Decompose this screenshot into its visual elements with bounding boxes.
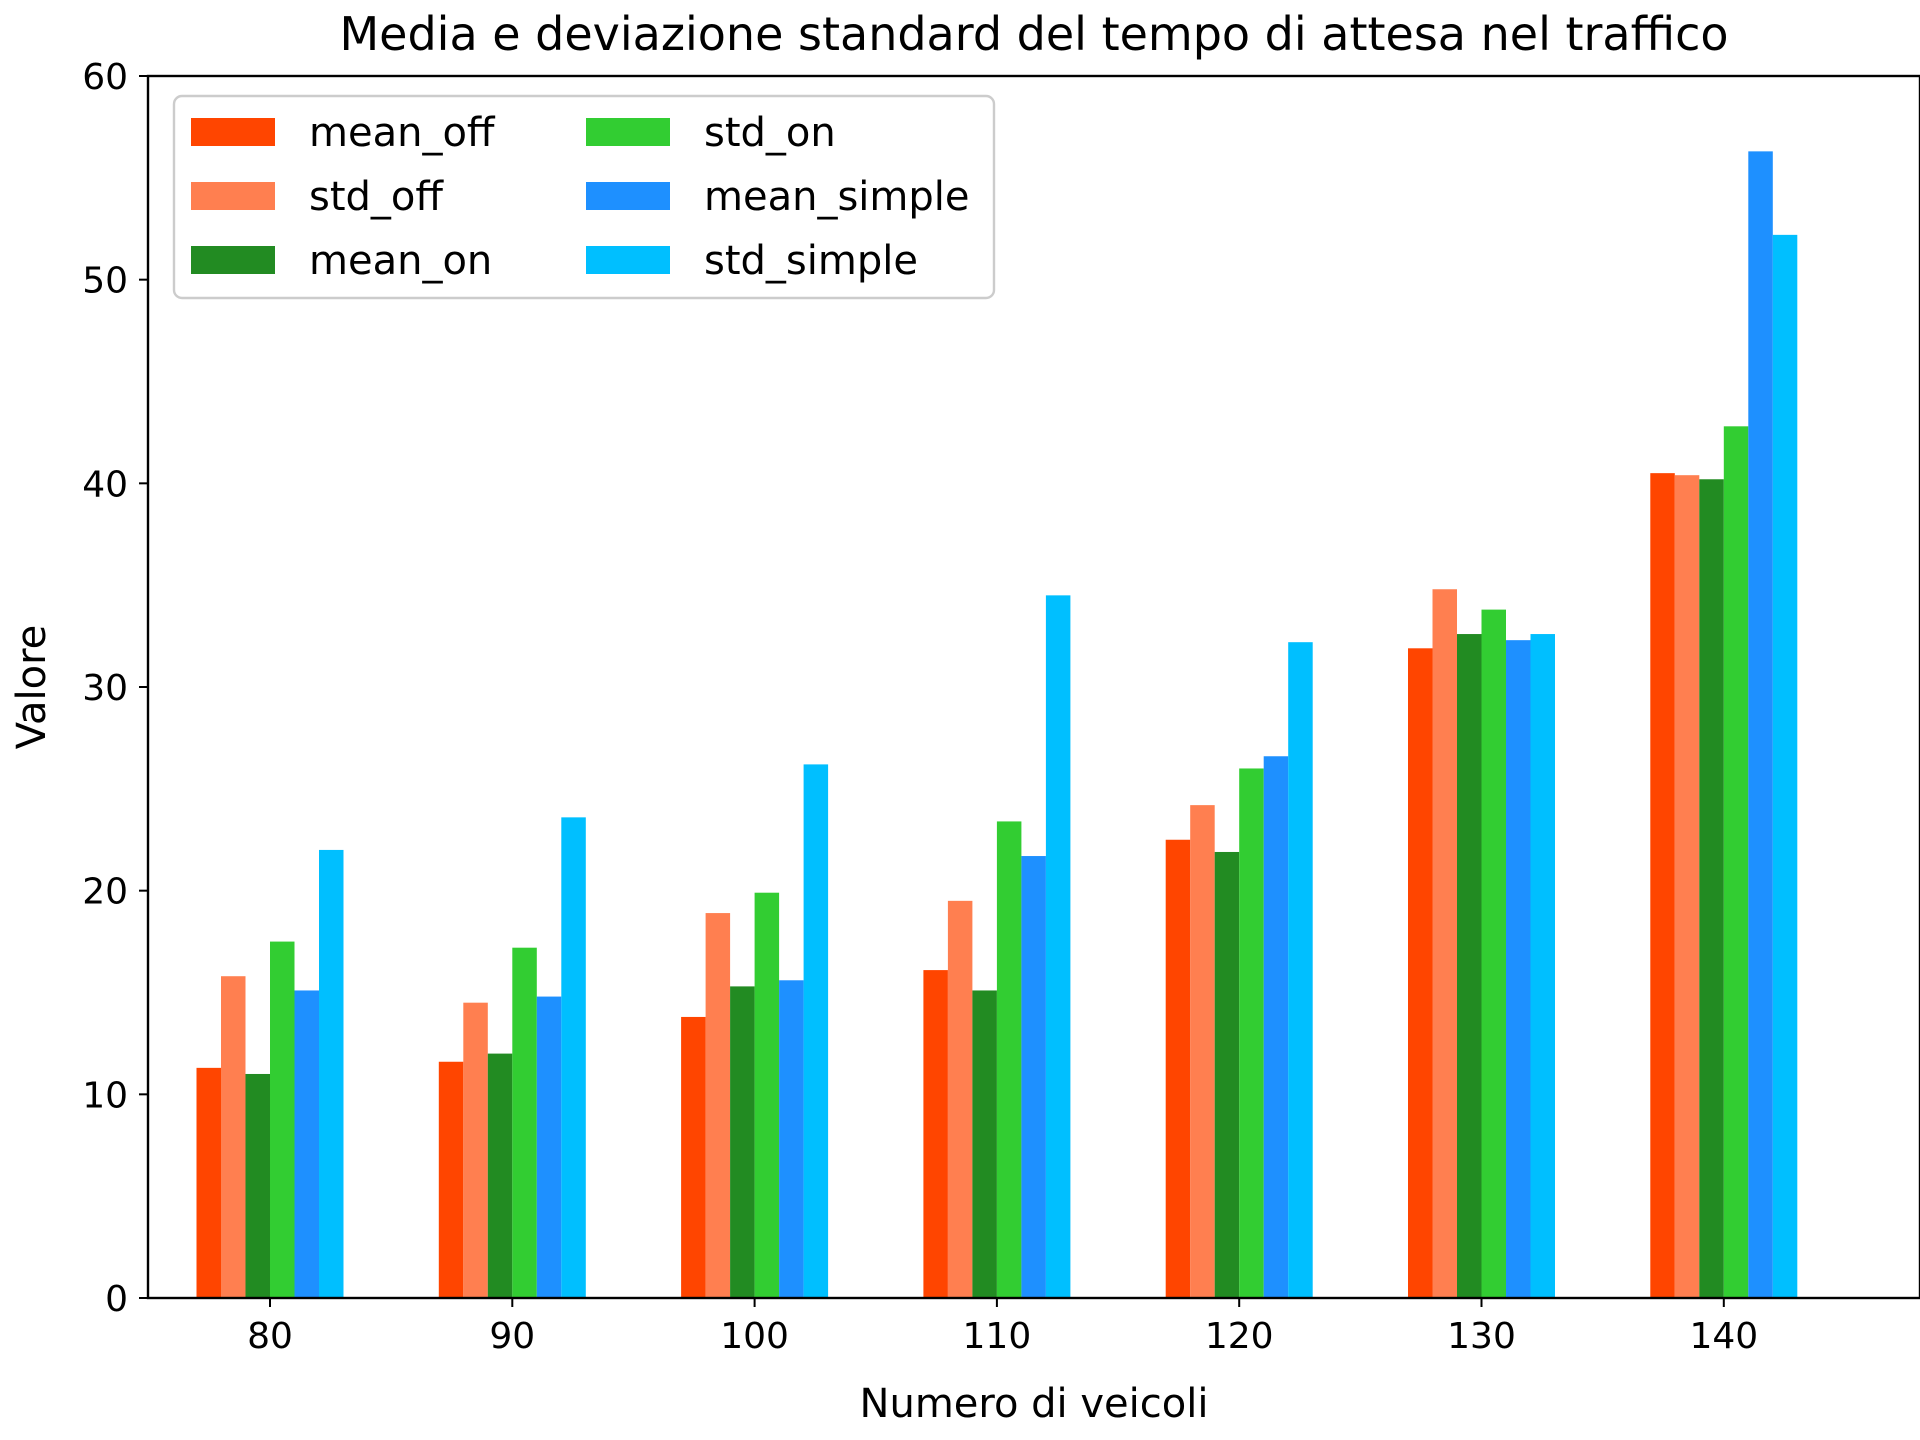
bar-std_off-120	[1190, 805, 1215, 1298]
bar-mean_off-110	[923, 970, 948, 1298]
bar-mean_off-130	[1408, 648, 1433, 1298]
bar-mean_on-110	[972, 990, 997, 1298]
x-tick-label: 110	[963, 1316, 1032, 1357]
bar-mean_simple-130	[1506, 640, 1531, 1298]
bar-std_off-90	[463, 1002, 488, 1298]
legend-swatch-std_on	[586, 118, 670, 146]
legend-swatch-mean_off	[191, 118, 275, 146]
x-tick-label: 120	[1205, 1316, 1274, 1357]
y-tick-label: 0	[105, 1279, 128, 1320]
bar-std_simple-110	[1045, 595, 1071, 1298]
x-tick-label: 80	[247, 1316, 293, 1357]
bar-mean_off-90	[438, 1061, 464, 1298]
bar-std_simple-130	[1530, 634, 1555, 1298]
bar-std_simple-120	[1288, 642, 1313, 1298]
bar-mean_simple-110	[1021, 856, 1046, 1298]
x-tick-label: 90	[489, 1316, 535, 1357]
x-tick-label: 130	[1447, 1316, 1516, 1357]
bar-std_on-110	[996, 821, 1022, 1298]
bar-std_on-90	[512, 947, 537, 1298]
x-tick-label: 140	[1689, 1316, 1758, 1357]
bar-mean_simple-100	[779, 980, 804, 1298]
bar-std_off-140	[1674, 475, 1700, 1298]
bar-mean_on-130	[1457, 634, 1482, 1298]
y-tick-label: 40	[82, 464, 128, 505]
legend-swatch-mean_simple	[586, 182, 670, 210]
bar-mean_simple-140	[1748, 151, 1773, 1299]
bar-mean_off-120	[1165, 839, 1191, 1298]
bar-std_simple-80	[319, 849, 344, 1298]
bar-mean_on-100	[730, 986, 755, 1298]
bar-std_off-100	[705, 913, 731, 1298]
bar-std_simple-100	[803, 764, 829, 1298]
bar-mean_off-100	[681, 1016, 706, 1298]
legend-swatch-std_off	[191, 182, 275, 210]
bar-mean_simple-90	[536, 996, 562, 1298]
plot-frame	[146, 74, 1920, 1300]
bar-mean_simple-120	[1263, 756, 1289, 1298]
y-tick-label: 20	[82, 872, 128, 913]
bars-layer	[196, 151, 1798, 1299]
bar-mean_simple-80	[294, 990, 319, 1298]
x-tick-label: 100	[720, 1316, 789, 1357]
bar-mean_off-140	[1650, 473, 1675, 1298]
legend-label-mean_off: mean_off	[309, 110, 496, 156]
legend-swatch-std_simple	[586, 246, 670, 274]
bar-mean_on-120	[1214, 851, 1240, 1298]
ticks-layer: 80 90 100 110 120 130 140 0 10 20 30 40 50 60	[82, 57, 1758, 1357]
legend-box	[172, 94, 996, 300]
y-tick-label: 50	[82, 261, 128, 302]
bar-std_on-100	[754, 892, 780, 1298]
bar-std_simple-90	[561, 817, 586, 1298]
legend-label-std_simple: std_simple	[704, 238, 918, 284]
bar-std_on-140	[1723, 426, 1749, 1298]
legend-label-std_on: std_on	[704, 110, 836, 156]
bar-mean_on-140	[1699, 479, 1724, 1298]
y-tick-label: 10	[82, 1075, 128, 1116]
y-tick-label: 60	[82, 57, 128, 98]
x-axis-label: Numero di veicoli	[860, 1381, 1209, 1427]
bar-std_simple-140	[1772, 234, 1798, 1299]
legend-label-mean_on: mean_on	[309, 238, 492, 284]
bar-std_on-120	[1239, 768, 1264, 1298]
bar-mean_on-80	[245, 1073, 270, 1298]
bar-std_off-130	[1432, 589, 1457, 1298]
y-tick-label: 30	[82, 668, 128, 709]
legend-items: mean_off std_off mean_on std_on mean_simples…	[191, 110, 969, 284]
bar-std_on-80	[270, 941, 295, 1298]
legend-label-std_off: std_off	[309, 174, 444, 220]
y-axis-label: Valore	[9, 625, 55, 750]
legend-swatch-mean_on	[191, 246, 275, 274]
bar-mean_off-80	[196, 1067, 221, 1298]
chart-title: Media e deviazione standard del tempo di…	[339, 7, 1728, 61]
bar-std_on-130	[1481, 609, 1506, 1298]
bar-mean_on-90	[487, 1053, 513, 1298]
legend: mean_off std_off mean_on std_on mean_simples…	[172, 94, 996, 300]
bar-std_off-110	[947, 900, 973, 1298]
bar-std_off-80	[221, 976, 246, 1298]
legend-label-mean_simple: mean_simple	[704, 174, 969, 220]
